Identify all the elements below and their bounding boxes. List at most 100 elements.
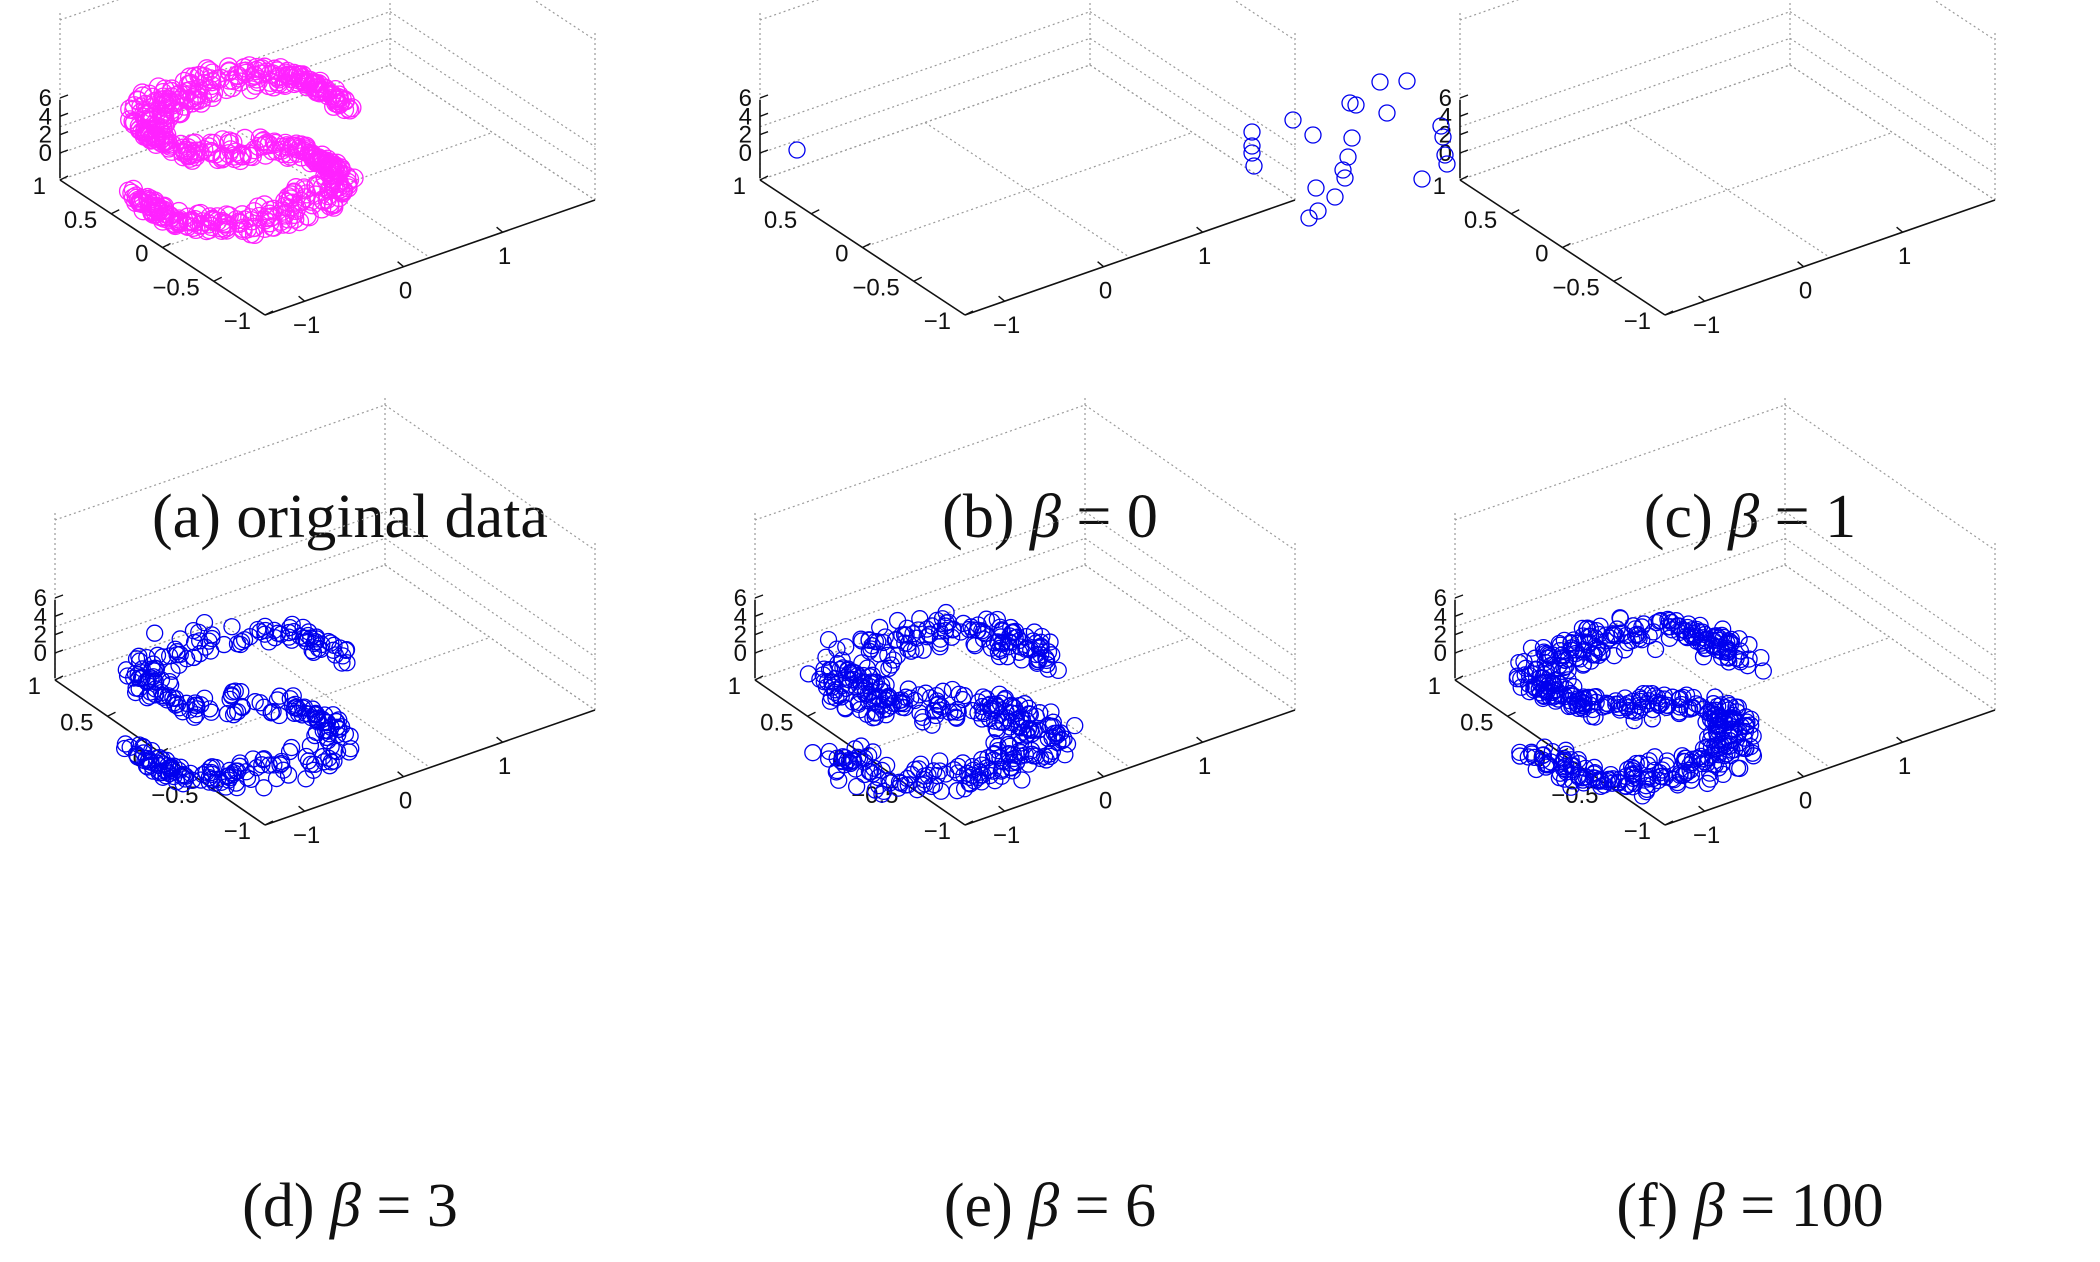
data-point bbox=[299, 752, 318, 770]
data-point bbox=[317, 721, 335, 740]
data-point bbox=[207, 211, 228, 231]
data-point bbox=[188, 700, 206, 718]
data-point bbox=[1615, 641, 1634, 659]
data-point bbox=[844, 670, 862, 689]
z-tick-mark bbox=[759, 112, 769, 117]
x-tick-mark bbox=[754, 675, 764, 681]
data-point bbox=[169, 213, 189, 234]
z-tick-label: 0 bbox=[739, 140, 752, 167]
caption-b: (b) β = 0 bbox=[700, 482, 1400, 553]
data-point bbox=[919, 766, 937, 784]
data-point bbox=[228, 66, 248, 86]
data-point bbox=[877, 756, 896, 774]
z-tick-label: 2 bbox=[39, 122, 52, 149]
data-point bbox=[181, 141, 201, 161]
y-tick-label: 0 bbox=[1099, 278, 1112, 305]
data-point bbox=[224, 146, 244, 166]
grid-line bbox=[59, 0, 120, 21]
data-point bbox=[1672, 695, 1690, 714]
data-point bbox=[1591, 617, 1609, 635]
data-point bbox=[278, 209, 299, 229]
data-point bbox=[1326, 188, 1344, 206]
data-point bbox=[897, 626, 915, 644]
y-tick-mark bbox=[496, 736, 504, 743]
data-point bbox=[207, 758, 225, 777]
data-point bbox=[1721, 731, 1739, 750]
data-point bbox=[283, 183, 304, 203]
data-point bbox=[804, 744, 822, 762]
data-point bbox=[316, 713, 334, 731]
data-point bbox=[871, 618, 889, 637]
data-point bbox=[1611, 770, 1629, 788]
data-point bbox=[826, 683, 844, 702]
x-tick-mark bbox=[759, 175, 769, 181]
data-point bbox=[1584, 646, 1603, 664]
data-point bbox=[272, 752, 291, 771]
data-point bbox=[1565, 678, 1583, 696]
data-point bbox=[228, 762, 247, 780]
z-tick-label: 0 bbox=[34, 640, 47, 667]
data-point bbox=[994, 713, 1013, 732]
x-tick-label: 0.5 bbox=[64, 207, 97, 234]
data-point bbox=[921, 625, 939, 643]
data-point bbox=[195, 613, 214, 632]
data-point bbox=[943, 680, 962, 699]
y-tick-label: 0 bbox=[1099, 788, 1112, 815]
data-point bbox=[283, 631, 301, 649]
z-tick-label: 2 bbox=[739, 122, 752, 149]
grid-line bbox=[389, 37, 596, 174]
caption-c-equals: = bbox=[1774, 483, 1810, 551]
data-point bbox=[1574, 771, 1592, 789]
data-point bbox=[1692, 634, 1710, 652]
data-point bbox=[241, 80, 261, 100]
data-point bbox=[224, 766, 242, 784]
caption-a: (a) original data bbox=[0, 482, 700, 553]
x-tick-mark bbox=[1664, 310, 1674, 316]
data-point bbox=[319, 180, 339, 200]
data-point bbox=[867, 703, 885, 721]
caption-c-label: (c) bbox=[1643, 483, 1713, 551]
z-tick-label: 0 bbox=[1434, 640, 1447, 667]
panel-f: 1 0.5 0 −0.5 −1 1 0 −1 6 4 2 0 (f) β = 100 bbox=[1400, 395, 2100, 1262]
data-point bbox=[1698, 755, 1716, 773]
x-tick-mark bbox=[1510, 209, 1520, 215]
data-point bbox=[1674, 688, 1692, 707]
x-tick-mark bbox=[1562, 242, 1571, 249]
y-tick-label: −1 bbox=[293, 822, 320, 849]
caption-e-beta-symbol: β bbox=[1028, 1172, 1060, 1240]
data-point bbox=[1551, 675, 1569, 693]
panel-d: 1 0.5 0 −0.5 −1 1 0 −1 6 4 2 0 (d) β = 3 bbox=[0, 395, 700, 1262]
data-point bbox=[849, 695, 868, 713]
data-point bbox=[1010, 726, 1028, 744]
data-point bbox=[1019, 720, 1038, 738]
data-point bbox=[1752, 648, 1770, 667]
data-point bbox=[1243, 123, 1261, 141]
data-point bbox=[179, 90, 199, 111]
data-point bbox=[1543, 742, 1561, 761]
data-point bbox=[1649, 695, 1668, 714]
data-point bbox=[150, 749, 169, 767]
data-point bbox=[260, 213, 280, 233]
x-tick-label: 0 bbox=[135, 241, 148, 268]
data-point bbox=[1347, 96, 1365, 114]
grid-line bbox=[759, 37, 1091, 154]
y-tick-label: 1 bbox=[1898, 243, 1911, 270]
x-tick-mark bbox=[1613, 276, 1623, 282]
data-point bbox=[1659, 610, 1677, 629]
data-point bbox=[1049, 661, 1067, 680]
data-point bbox=[281, 690, 299, 708]
y-tick-label: 1 bbox=[1198, 753, 1211, 780]
data-point bbox=[1592, 772, 1610, 790]
y-tick-label: −1 bbox=[993, 312, 1020, 339]
data-point bbox=[992, 767, 1011, 785]
data-point bbox=[1628, 625, 1646, 643]
grid-line bbox=[754, 404, 1086, 521]
grid-line bbox=[1233, 0, 1296, 41]
data-point bbox=[309, 83, 330, 103]
data-point bbox=[984, 762, 1002, 780]
x-tick-mark bbox=[1459, 175, 1469, 181]
points-group bbox=[1243, 72, 1456, 227]
data-point bbox=[1589, 640, 1607, 658]
grid-line bbox=[1454, 564, 1786, 681]
data-point bbox=[1037, 649, 1055, 667]
